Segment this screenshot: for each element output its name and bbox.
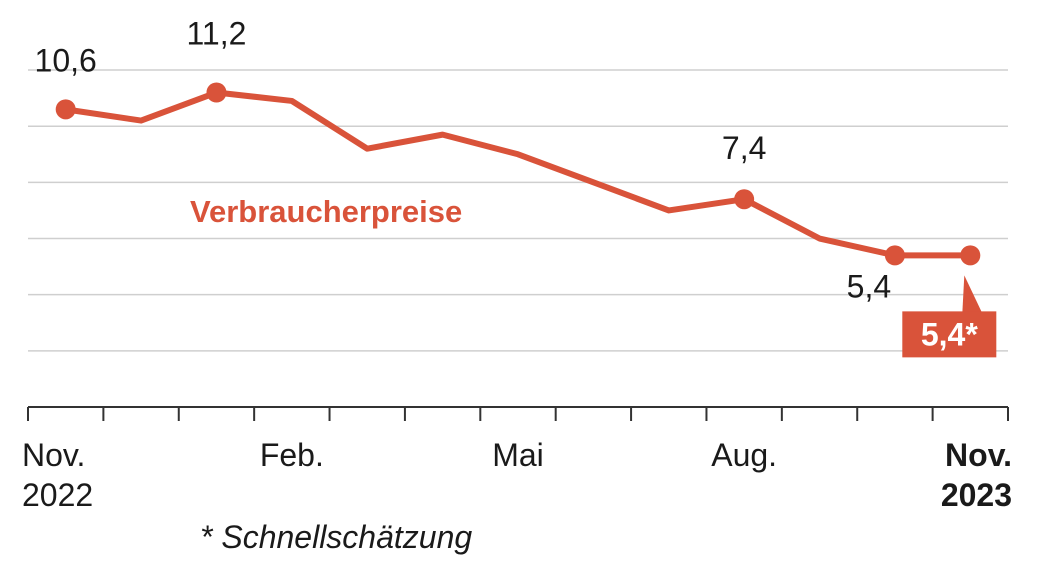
x-tick-label: Nov. 2023 [941, 437, 1012, 513]
value-label: 10,6 [35, 42, 97, 78]
x-tick-label: Aug. [711, 437, 777, 473]
value-label: 5,4* [921, 316, 978, 352]
x-tick-label: Mai [492, 437, 544, 473]
x-tick-label: Feb. [260, 437, 324, 473]
callout-pointer [962, 275, 983, 314]
series-label: Verbraucherpreise [190, 194, 462, 229]
point-marker [206, 82, 227, 103]
footnote: * Schnellschätzung [200, 519, 472, 555]
point-marker [55, 99, 76, 120]
point-marker [734, 189, 755, 210]
value-label: 7,4 [722, 130, 766, 166]
callout-box [902, 311, 997, 358]
point-marker [884, 245, 905, 266]
series-line [65, 89, 971, 259]
point-marker [960, 245, 981, 266]
value-label: 5,4 [847, 268, 891, 304]
x-tick-label: Nov. 2022 [22, 437, 93, 513]
value-label: 11,2 [187, 16, 247, 52]
